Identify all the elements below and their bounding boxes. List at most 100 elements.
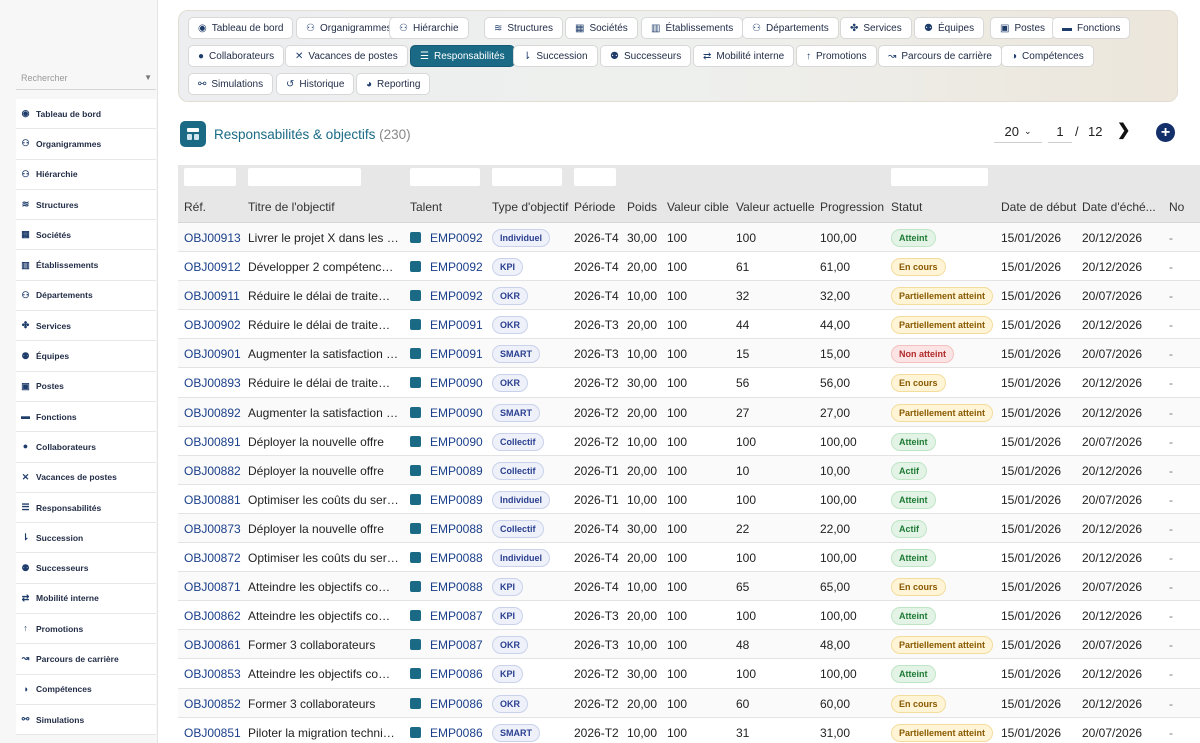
column-header[interactable]: Période [574, 200, 616, 214]
sidebar-item-etablissements[interactable]: ▥ Établissements [16, 250, 156, 281]
tab-structures[interactable]: ≋ Structures [484, 17, 563, 39]
filter-type-input[interactable] [492, 168, 562, 186]
filter-status-input[interactable] [891, 168, 988, 186]
table-row[interactable]: OBJ00873 Déployer la nouvelle offre EMP008… [178, 513, 1200, 544]
column-header[interactable]: Titre de l'objectif [248, 200, 335, 214]
table-row[interactable]: OBJ00882 Déployer la nouvelle offre EMP008… [178, 455, 1200, 485]
table-row[interactable]: OBJ00901 Augmenter la satisfaction cli...… [178, 339, 1200, 369]
talent-link[interactable]: EMP0087 [410, 609, 483, 623]
sidebar-item-equipes[interactable]: ⚉ Équipes [16, 341, 156, 372]
tab-simulations[interactable]: ⚯ Simulations [188, 73, 274, 95]
table-row[interactable]: OBJ00913 Livrer le projet X dans les d...… [178, 223, 1200, 253]
filter-talent-input[interactable] [410, 168, 480, 186]
talent-link[interactable]: EMP0090 [410, 406, 483, 420]
sidebar-item-mobilite-interne[interactable]: ⇄ Mobilité interne [16, 583, 156, 615]
tab-services[interactable]: ✤ Services [840, 17, 912, 39]
column-header[interactable]: Réf. [184, 200, 207, 214]
column-header[interactable]: Poids [627, 200, 658, 214]
table-row[interactable]: OBJ00911 Réduire le délai de traitement EM… [178, 281, 1200, 311]
table-row[interactable]: OBJ00852 Former 3 collaborateurs EMP0086 OK… [178, 688, 1200, 718]
table-row[interactable]: OBJ00881 Optimiser les coûts du service EM… [178, 485, 1200, 514]
objective-ref-link[interactable]: OBJ00882 [184, 463, 241, 478]
filter-period-input[interactable] [574, 168, 616, 186]
objective-ref-link[interactable]: OBJ00861 [184, 638, 241, 653]
tab-competences[interactable]: ◑ Compétences [1001, 45, 1094, 67]
sidebar-item-vacances-de-postes[interactable]: ✕ Vacances de postes [16, 462, 156, 493]
tab-reporting[interactable]: ◕ Reporting [356, 73, 431, 95]
tab-fonctions[interactable]: ▬ Fonctions [1052, 17, 1131, 39]
sidebar-item-simulations[interactable]: ⚯ Simulations [16, 704, 156, 736]
tab-hierarchie[interactable]: ⚇ Hiérarchie [389, 17, 469, 39]
sidebar-item-fonctions[interactable]: ▬ Fonctions [16, 401, 156, 433]
tab-societes[interactable]: ▦ Sociétés [565, 17, 638, 39]
sidebar-search-input[interactable]: Rechercher ▼ [16, 66, 156, 90]
tab-etablissements[interactable]: ▥ Établissements [641, 17, 744, 39]
talent-link[interactable]: EMP0088 [410, 580, 483, 594]
sidebar-item-collaborateurs[interactable]: ● Collaborateurs [16, 432, 156, 463]
talent-link[interactable]: EMP0091 [410, 318, 483, 332]
tab-tableau-de-bord[interactable]: ◉ Tableau de bord [188, 17, 294, 39]
tab-parcours-de-carriere[interactable]: ↝ Parcours de carrière [878, 45, 1002, 67]
tab-responsabilites[interactable]: ☰ Responsabilités [410, 45, 515, 67]
talent-link[interactable]: EMP0088 [410, 551, 483, 565]
objective-ref-link[interactable]: OBJ00871 [184, 580, 241, 595]
objective-ref-link[interactable]: OBJ00853 [184, 667, 241, 682]
talent-link[interactable]: EMP0086 [410, 726, 483, 740]
sidebar-item-parcours-de-carriere[interactable]: ↝ Parcours de carrière [16, 644, 156, 675]
sidebar-item-organigrammes[interactable]: ⚇ Organigrammes [16, 129, 156, 160]
talent-link[interactable]: EMP0086 [410, 697, 483, 711]
column-header[interactable]: Talent [410, 200, 443, 214]
objective-ref-link[interactable]: OBJ00911 [184, 289, 240, 304]
sidebar-item-tableau-de-bord[interactable]: ◉ Tableau de bord [16, 99, 156, 130]
objective-ref-link[interactable]: OBJ00901 [184, 347, 241, 362]
talent-link[interactable]: EMP0087 [410, 638, 483, 652]
table-row[interactable]: OBJ00861 Former 3 collaborateurs EMP0087 OK… [178, 630, 1200, 660]
tab-successeurs[interactable]: ⚉ Successeurs [600, 45, 692, 67]
talent-link[interactable]: EMP0090 [410, 376, 483, 390]
column-header[interactable]: Statut [891, 200, 923, 214]
objective-ref-link[interactable]: OBJ00902 [184, 318, 241, 333]
tab-vacances-de-postes[interactable]: ✕ Vacances de postes [285, 45, 408, 67]
filter-ref-input[interactable] [184, 168, 236, 186]
objective-ref-link[interactable]: OBJ00873 [184, 521, 241, 536]
page-size-select[interactable]: 20 ⌄ [994, 120, 1042, 143]
talent-link[interactable]: EMP0092 [410, 260, 483, 274]
column-header[interactable]: No [1169, 200, 1185, 214]
talent-link[interactable]: EMP0090 [410, 435, 483, 449]
sidebar-item-successeurs[interactable]: ⚉ Successeurs [16, 553, 156, 584]
talent-link[interactable]: EMP0086 [410, 667, 483, 681]
objective-ref-link[interactable]: OBJ00851 [184, 725, 241, 740]
sidebar-item-structures[interactable]: ≋ Structures [16, 189, 156, 221]
tab-departements[interactable]: ⚇ Départements [742, 17, 839, 39]
column-header[interactable]: Type d'objectif [492, 200, 569, 214]
tab-historique[interactable]: ↺ Historique [276, 73, 355, 95]
column-header[interactable]: Valeur actuelle [736, 200, 815, 214]
table-row[interactable]: OBJ00891 Déployer la nouvelle offre EMP009… [178, 427, 1200, 456]
objective-ref-link[interactable]: OBJ00862 [184, 609, 241, 624]
column-header[interactable]: Date d'éché... [1082, 200, 1156, 214]
tab-equipes[interactable]: ⚉ Équipes [914, 17, 985, 39]
column-header[interactable]: Date de début [1001, 200, 1077, 214]
tab-succession[interactable]: ⇂ Succession [513, 45, 598, 67]
table-row[interactable]: OBJ00853 Atteindre les objectifs comm... E… [178, 659, 1200, 689]
table-row[interactable]: OBJ00912 Développer 2 compétences ... EMP0… [178, 252, 1200, 282]
objective-ref-link[interactable]: OBJ00852 [184, 696, 241, 711]
sidebar-item-postes[interactable]: ▣ Postes [16, 371, 156, 402]
table-row[interactable]: OBJ00892 Augmenter la satisfaction cli...… [178, 397, 1200, 427]
table-row[interactable]: OBJ00893 Réduire le délai de traitement EM… [178, 368, 1200, 398]
objective-ref-link[interactable]: OBJ00892 [184, 405, 241, 420]
objective-ref-link[interactable]: OBJ00893 [184, 376, 241, 391]
objective-ref-link[interactable]: OBJ00881 [184, 492, 241, 507]
tab-promotions[interactable]: ↑ Promotions [796, 45, 877, 67]
tab-postes[interactable]: ▣ Postes [990, 17, 1056, 39]
tab-organigrammes[interactable]: ⚇ Organigrammes [296, 17, 402, 39]
sidebar-item-societes[interactable]: ▦ Sociétés [16, 220, 156, 251]
table-row[interactable]: OBJ00872 Optimiser les coûts du service EM… [178, 543, 1200, 573]
talent-link[interactable]: EMP0091 [410, 347, 483, 361]
sidebar-item-departements[interactable]: ⚇ Départements [16, 280, 156, 312]
objective-ref-link[interactable]: OBJ00912 [184, 260, 241, 275]
objective-ref-link[interactable]: OBJ00913 [184, 231, 241, 245]
sidebar-item-competences[interactable]: ◑ Compétences [16, 674, 156, 705]
sidebar-item-succession[interactable]: ⇂ Succession [16, 523, 156, 554]
talent-link[interactable]: EMP0089 [410, 464, 483, 478]
